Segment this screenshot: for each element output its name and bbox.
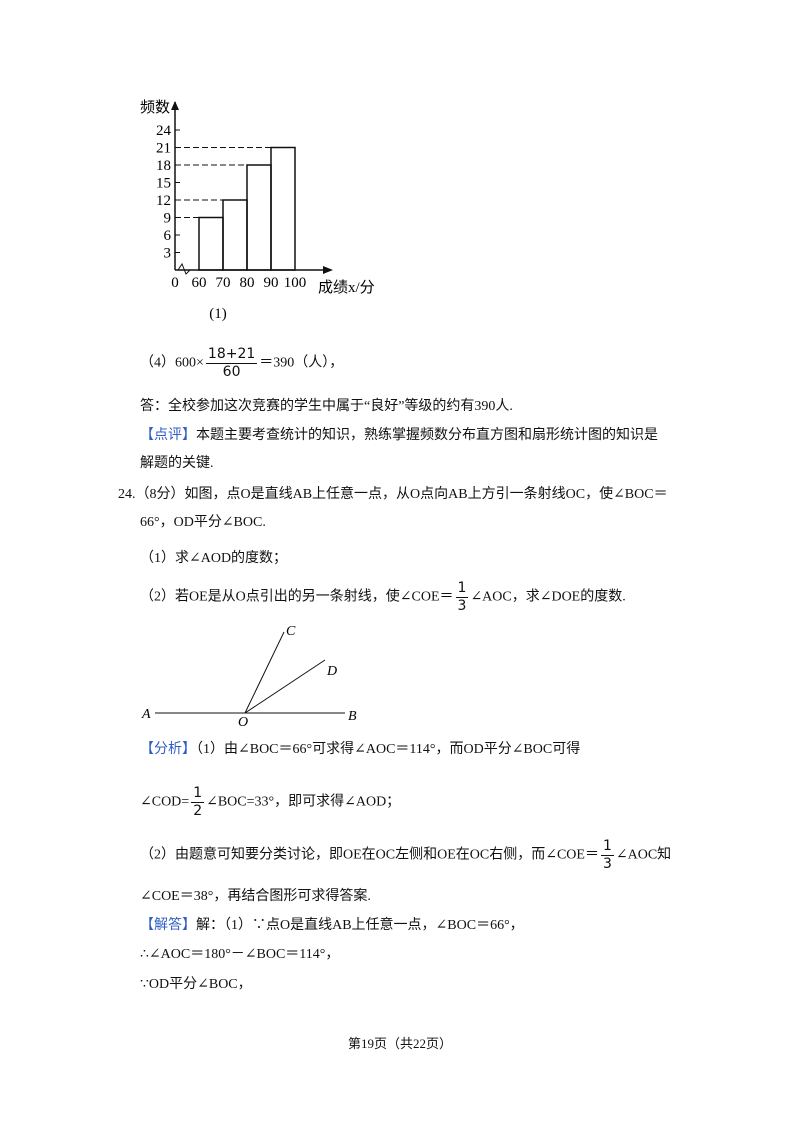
label-c: C [286, 624, 296, 639]
y-tick-label: 15 [156, 176, 171, 192]
text: ∠AOC知 [615, 847, 672, 863]
text: （2）由题意可知要分类讨论，即OE在OC左侧和OE在OC右侧，而∠COE＝ [140, 847, 599, 863]
axis-break [177, 262, 191, 275]
y-tick-label: 9 [164, 211, 172, 227]
ray-od [244, 659, 326, 714]
x-tick-label: 60 [192, 275, 207, 291]
label-b: B [348, 709, 357, 724]
caption: (1) [209, 306, 227, 322]
text: 本题主要考查统计的知识，熟练掌握频数分布直方图和扇形统计图的知识是解题的关键. [140, 428, 658, 471]
x-tick-label: 70 [216, 275, 231, 291]
tag: 【解答】 [140, 918, 196, 933]
text: （2）若OE是从O点引出的另一条射线，使∠COE＝ [140, 589, 454, 605]
answer: 答：全校参加这次竞赛的学生中属于“良好”等级的约有390人. [140, 399, 513, 414]
x-tick-label: 80 [240, 275, 255, 291]
numerator: 18+21 [205, 346, 258, 364]
x-tick-label: 100 [284, 275, 307, 291]
x-tick-label: 90 [264, 275, 279, 291]
bar [246, 164, 272, 271]
denominator: 2 [193, 803, 203, 819]
text: ＝390（人）， [259, 355, 344, 371]
bar [198, 216, 224, 271]
question-part1: （1）求∠AOD的度数； [140, 551, 288, 566]
y-tick-label: 6 [164, 228, 172, 244]
text: （1）由∠BOC＝66°可求得∠AOC＝114°，而OD平分∠BOC可得 [196, 742, 581, 757]
x-arrow [323, 266, 333, 274]
bar [270, 146, 296, 271]
solution-line3: ∵OD平分∠BOC， [140, 977, 252, 992]
y-arrow [171, 101, 179, 110]
tag: 【分析】 [140, 742, 196, 757]
analysis-line2: ∠COD= 1 2 ∠BOC=33°，即可求得∠AOD； [140, 785, 400, 820]
numerator: 1 [455, 580, 469, 598]
analysis-line4: ∠COE＝38°，再结合图形可求得答案. [140, 889, 371, 904]
analysis-line1: 【分析】（1）由∠BOC＝66°可求得∠AOC＝114°，而OD平分∠BOC可得 [140, 738, 580, 758]
x-axis-label: 成绩x/分 [318, 279, 375, 296]
y-tick-label: 21 [156, 141, 171, 157]
y-tick-label: 24 [156, 123, 172, 139]
ray-oc [244, 631, 285, 714]
label-d: D [326, 664, 337, 679]
text: ∠AOC，求∠DOE的度数. [470, 589, 626, 605]
solution-line2: ∴∠AOC＝180°－∠BOC＝114°， [140, 947, 340, 962]
solution-line1: 【解答】解：（1）∵点O是直线AB上任意一点，∠BOC＝66°， [140, 914, 524, 934]
denominator: 3 [602, 856, 612, 872]
numerator: 1 [191, 785, 205, 803]
bar [222, 199, 248, 271]
footer: 第19页（共22页） [347, 1036, 452, 1051]
y-tick-label: 3 [164, 246, 172, 262]
numerator: 1 [600, 838, 614, 856]
question-part2: （2）若OE是从O点引出的另一条射线，使∠COE＝ 1 3 ∠AOC，求∠DOE的度数… [140, 580, 626, 615]
comment: 【点评】本题主要考查统计的知识，熟练掌握频数分布直方图和扇形统计图的知识是解题的… [140, 422, 670, 478]
text: ∠COD= [140, 794, 190, 810]
angle-figure: A O B C D [141, 624, 357, 730]
label-o: O [238, 715, 248, 730]
question-stem: 24.（8分）如图，点O是直线AB上任意一点，从O点向AB上方引一条射线OC，使… [118, 487, 668, 530]
analysis-line3: （2）由题意可知要分类讨论，即OE在OC左侧和OE在OC右侧，而∠COE＝ 1 3 ∠… [140, 838, 671, 873]
y-tick-label: 12 [156, 193, 171, 209]
solution-4: （4）600× 18+21 60 ＝390（人）， [140, 346, 343, 381]
text: （4）600× [140, 355, 204, 371]
origin-label: 0 [171, 275, 179, 291]
y-tick-label: 18 [156, 158, 171, 174]
text: ∠BOC=33°，即可求得∠AOD； [206, 794, 401, 810]
text: 解：（1）∵点O是直线AB上任意一点，∠BOC＝66°， [196, 918, 524, 933]
denominator: 60 [222, 364, 241, 380]
fraction: 18+21 60 [205, 346, 258, 381]
label-a: A [141, 707, 151, 722]
denominator: 3 [457, 598, 467, 614]
tag: 【点评】 [140, 428, 196, 443]
y-axis-label: 频数 [140, 99, 170, 116]
